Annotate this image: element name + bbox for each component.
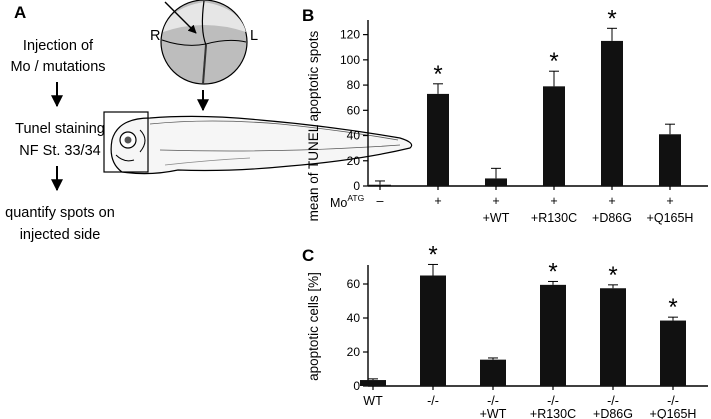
y-tick-label: 0 — [353, 179, 360, 193]
y-tick-label: 20 — [347, 345, 361, 359]
bar — [600, 288, 626, 386]
y-tick-label: 40 — [347, 129, 361, 143]
bar — [420, 275, 446, 386]
category-label: +Q165H — [650, 407, 697, 419]
y-axis-title: mean of TUNEL apoptotic spots — [306, 30, 321, 221]
category-label: – — [377, 194, 384, 208]
significance-marker: * — [549, 48, 558, 75]
tadpole-illustration — [103, 111, 413, 175]
significance-marker: * — [428, 241, 437, 268]
category-label: + — [492, 194, 499, 208]
category-label: +Q165H — [647, 211, 694, 225]
category-label: -/- — [547, 394, 559, 408]
bar — [427, 93, 449, 186]
flow-step3-line1: quantify spots on — [5, 205, 115, 221]
embryo-left-label: L — [250, 28, 258, 44]
category-label: + — [550, 194, 557, 208]
y-tick-label: 60 — [347, 277, 361, 291]
bar — [540, 284, 566, 386]
category-label: +D86G — [592, 211, 632, 225]
category-label: + — [434, 194, 441, 208]
category-label: -/- — [427, 394, 439, 408]
bar — [601, 40, 623, 186]
category-label: +R130C — [531, 211, 577, 225]
significance-marker: * — [668, 294, 677, 321]
bar — [543, 86, 565, 186]
category-label: +R130C — [530, 407, 576, 419]
flow-step1-line2: Mo / mutations — [10, 59, 105, 75]
flow-step2-line1: Tunel staining — [15, 121, 105, 137]
head-region-box — [103, 111, 149, 173]
injection-arrow — [164, 1, 197, 34]
y-tick-label: 0 — [353, 379, 360, 393]
significance-marker: * — [433, 61, 442, 88]
panel-c-letter: C — [302, 246, 314, 265]
category-label: +D86G — [593, 407, 633, 419]
chart-b: 0 20 40 60 80 100 120 mean of TUNEL apoptotic s… — [306, 5, 708, 225]
y-tick-label: 120 — [340, 28, 360, 42]
bar — [659, 134, 681, 186]
category-label: +WT — [483, 211, 510, 225]
panel-a-letter: A — [14, 3, 26, 22]
row-label-mo-main: Mo — [330, 196, 347, 210]
category-label: -/- — [667, 394, 679, 408]
row-label-mo-sup: ATG — [347, 193, 364, 203]
flow-step2-line2: NF St. 33/34 — [19, 143, 100, 159]
bar — [360, 380, 386, 386]
row-label-mo: MoATG — [330, 193, 364, 210]
significance-marker: * — [607, 5, 616, 32]
flow-step3-line2: injected side — [20, 227, 101, 243]
y-tick-label: 60 — [347, 103, 361, 117]
category-label: +WT — [480, 407, 507, 419]
y-tick-label: 100 — [340, 53, 360, 67]
category-label: + — [608, 194, 615, 208]
embryo-right-label: R — [150, 28, 160, 44]
category-label: -/- — [487, 394, 499, 408]
y-tick-label: 80 — [347, 78, 361, 92]
y-tick-label: 40 — [347, 311, 361, 325]
bar — [369, 184, 391, 186]
category-label: -/- — [607, 394, 619, 408]
significance-marker: * — [608, 262, 617, 289]
y-tick-label: 20 — [347, 154, 361, 168]
panel-b-letter: B — [302, 6, 314, 25]
bar — [660, 320, 686, 386]
y-axis-title: apoptotic cells [%] — [306, 272, 321, 381]
bar — [480, 359, 506, 386]
category-label: + — [666, 194, 673, 208]
embryo-illustration: R L — [150, 0, 258, 85]
bar — [485, 178, 507, 186]
significance-marker: * — [548, 258, 557, 285]
category-label: WT — [363, 394, 383, 408]
flow-step1-line1: Injection of — [23, 38, 94, 54]
